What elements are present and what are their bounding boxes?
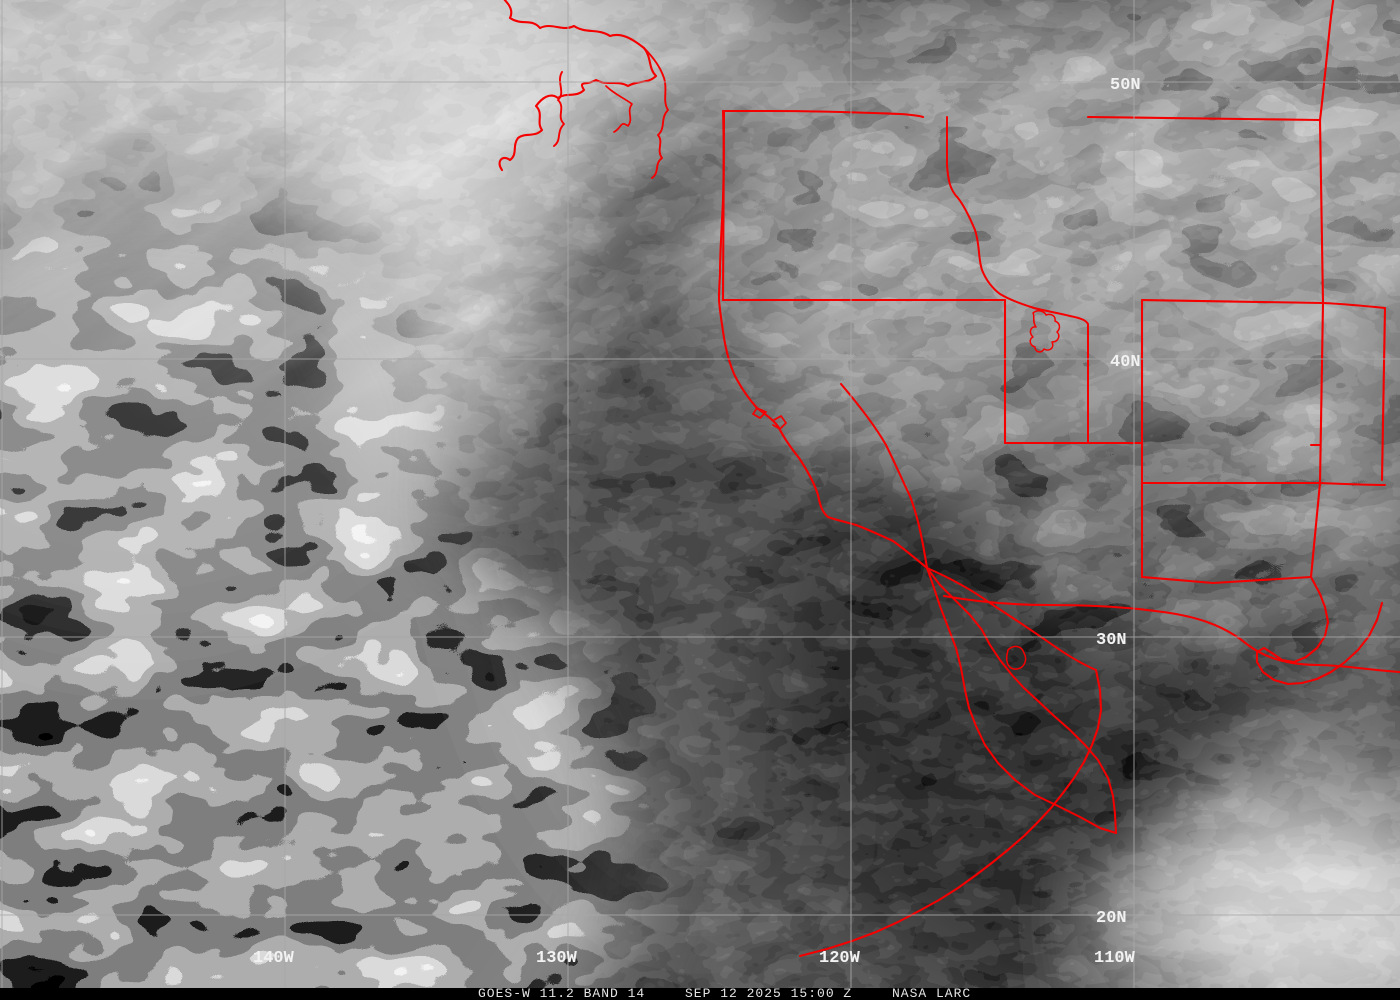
svg-text:120W: 120W xyxy=(819,949,861,968)
svg-text:40N: 40N xyxy=(1110,353,1141,372)
svg-text:130W: 130W xyxy=(536,949,578,968)
svg-text:20N: 20N xyxy=(1096,909,1127,928)
svg-text:30N: 30N xyxy=(1096,631,1127,650)
svg-text:SEP 12 2025 15:00 Z: SEP 12 2025 15:00 Z xyxy=(685,986,852,1000)
svg-text:GOES-W 11.2 BAND 14: GOES-W 11.2 BAND 14 xyxy=(478,986,645,1000)
svg-text:NASA LARC: NASA LARC xyxy=(892,986,971,1000)
svg-text:110W: 110W xyxy=(1094,949,1136,968)
svg-text:50N: 50N xyxy=(1110,76,1141,95)
svg-text:140W: 140W xyxy=(253,949,295,968)
